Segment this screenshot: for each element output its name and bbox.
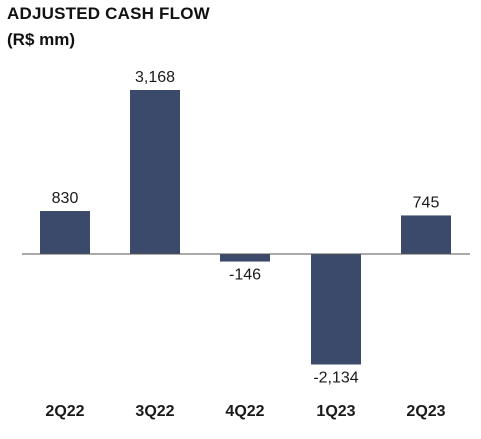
bar-2q23 (401, 215, 451, 254)
bar-2q22 (40, 211, 90, 254)
category-label-1q23: 1Q23 (316, 403, 355, 420)
data-label-2q22: 830 (52, 190, 79, 207)
chart-title: ADJUSTED CASH FLOW (7, 4, 210, 23)
data-labels-layer: 830 3,168 -146 -2,134 745 (52, 69, 440, 386)
category-label-3q22: 3Q22 (135, 403, 174, 420)
category-labels-layer: 2Q22 3Q22 4Q22 1Q23 2Q23 (45, 403, 445, 420)
data-label-4q22: -146 (229, 267, 261, 284)
chart-subtitle: (R$ mm) (7, 30, 76, 49)
data-label-1q23: -2,134 (313, 369, 358, 386)
category-label-4q22: 4Q22 (225, 403, 264, 420)
category-label-2q22: 2Q22 (45, 403, 84, 420)
bar-4q22 (220, 254, 270, 262)
data-label-3q22: 3,168 (135, 69, 175, 86)
data-label-2q23: 745 (413, 194, 440, 211)
bar-1q23 (311, 254, 361, 365)
bar-3q22 (130, 90, 180, 254)
bars-layer (40, 90, 451, 365)
category-label-2q23: 2Q23 (406, 403, 445, 420)
